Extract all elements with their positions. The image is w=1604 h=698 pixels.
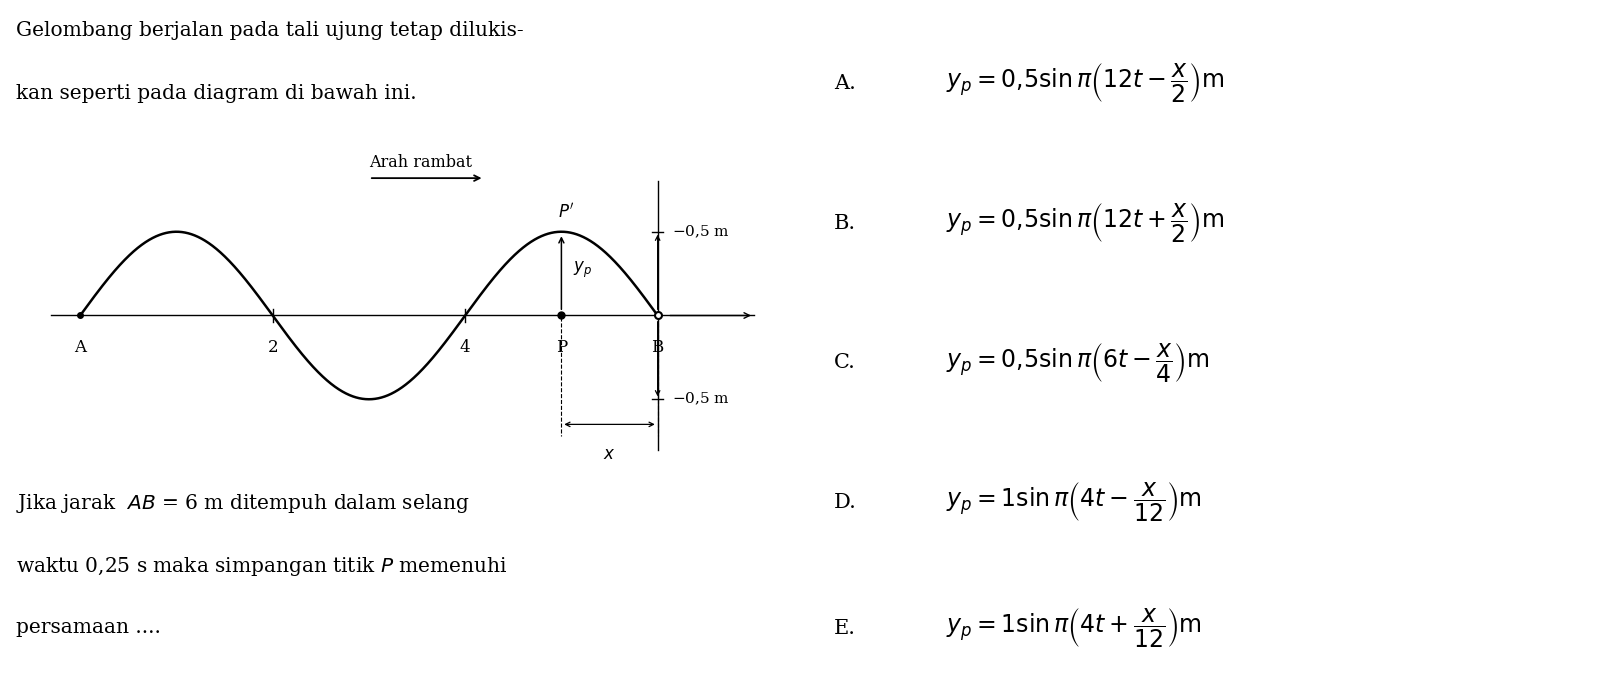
Text: $y_p$: $y_p$ — [573, 260, 592, 279]
Text: $y_p = 0{,}5 \sin \pi \left(12t - \dfrac{x}{2}\right)\mathrm{m}$: $y_p = 0{,}5 \sin \pi \left(12t - \dfrac… — [946, 62, 1224, 105]
Text: $-$0,5 m: $-$0,5 m — [672, 391, 730, 408]
Text: A: A — [74, 339, 87, 356]
Text: $-$0,5 m: $-$0,5 m — [672, 223, 730, 240]
Text: Arah rambat: Arah rambat — [369, 154, 472, 172]
Text: Gelombang berjalan pada tali ujung tetap dilukis-: Gelombang berjalan pada tali ujung tetap… — [16, 21, 523, 40]
Text: kan seperti pada diagram di bawah ini.: kan seperti pada diagram di bawah ini. — [16, 84, 417, 103]
Text: $y_p = 0{,}5 \sin \pi \left(6t - \dfrac{x}{4}\right)\mathrm{m}$: $y_p = 0{,}5 \sin \pi \left(6t - \dfrac{… — [946, 341, 1209, 385]
Text: A.: A. — [834, 74, 857, 94]
Text: Jika jarak  $AB$ = 6 m ditempuh dalam selang: Jika jarak $AB$ = 6 m ditempuh dalam sel… — [16, 492, 470, 515]
Text: persamaan ....: persamaan .... — [16, 618, 160, 637]
Text: P: P — [555, 339, 568, 356]
Text: D.: D. — [834, 493, 857, 512]
Text: $y_p = 1 \sin \pi \left(4t - \dfrac{x}{12}\right)\mathrm{m}$: $y_p = 1 \sin \pi \left(4t - \dfrac{x}{1… — [946, 481, 1201, 524]
Text: C.: C. — [834, 353, 857, 373]
Text: B.: B. — [834, 214, 857, 233]
Text: 4: 4 — [460, 339, 470, 356]
Text: $x$: $x$ — [603, 446, 616, 463]
Text: E.: E. — [834, 618, 857, 638]
Text: $P'$: $P'$ — [558, 202, 574, 222]
Text: $y_p = 1 \sin \pi \left(4t + \dfrac{x}{12}\right)\mathrm{m}$: $y_p = 1 \sin \pi \left(4t + \dfrac{x}{1… — [946, 607, 1201, 650]
Text: waktu 0,25 s maka simpangan titik $P$ memenuhi: waktu 0,25 s maka simpangan titik $P$ me… — [16, 555, 507, 578]
Text: 2: 2 — [268, 339, 277, 356]
Text: $y_p = 0{,}5 \sin \pi \left(12t + \dfrac{x}{2}\right)\mathrm{m}$: $y_p = 0{,}5 \sin \pi \left(12t + \dfrac… — [946, 202, 1224, 245]
Text: B: B — [651, 339, 664, 356]
